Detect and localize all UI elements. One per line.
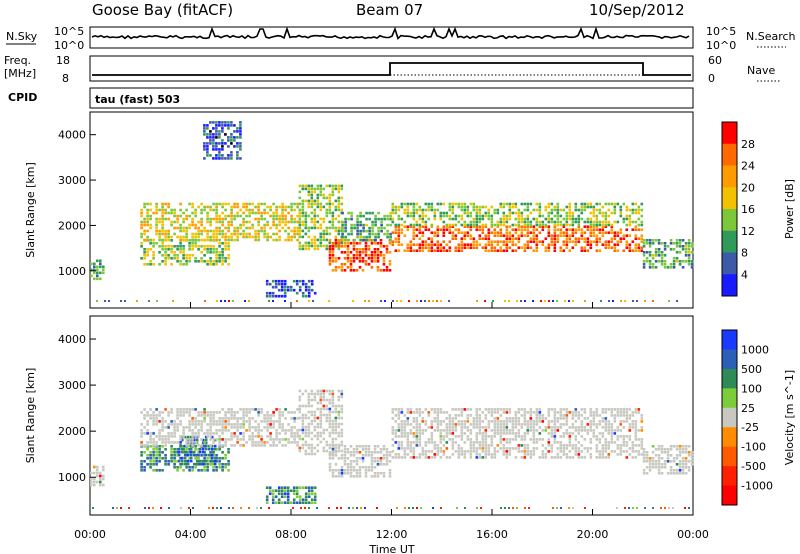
power-colorbar-label: Power [dB] — [783, 179, 796, 239]
velocity-colorbar-swatch — [722, 466, 737, 487]
power-echo-region — [140, 202, 299, 242]
power-colorbar-tick: 4 — [741, 268, 748, 281]
velocity-colorbar-swatch — [722, 388, 737, 409]
noise-tick-low-left: 10^0 — [54, 39, 84, 52]
freq-tick-low: 8 — [62, 72, 69, 85]
power-colorbar: 28 24 20 16 12 8 4 Power [dB] — [721, 121, 796, 297]
x-tick-label: 12:00 — [376, 528, 408, 541]
power-colorbar-swatch — [722, 187, 737, 210]
freq-panel — [89, 55, 694, 82]
x-axis-label: Time UT — [368, 543, 414, 554]
velocity-ytick-label: 3000 — [58, 379, 86, 392]
velocity-colorbar-tick: -25 — [741, 421, 759, 434]
power-colorbar-swatch — [722, 230, 737, 253]
power-colorbar-swatch — [722, 252, 737, 275]
nsky-label: N.Sky — [6, 30, 38, 43]
x-tick-label: 04:00 — [175, 528, 207, 541]
x-tick-label: 20:00 — [577, 528, 609, 541]
velocity-colorbar-label: Velocity [m s^-1] — [783, 370, 796, 465]
x-tick-label: 00:00 — [677, 528, 709, 541]
velocity-colorbar-swatch — [722, 427, 737, 448]
power-echo-region — [90, 259, 105, 281]
x-tick-label: 16:00 — [476, 528, 508, 541]
power-echo-region — [391, 225, 644, 252]
velocity-colorbar-tick: 25 — [741, 402, 755, 415]
x-tick-label: 00:00 — [74, 528, 106, 541]
power-colorbar-tick: 8 — [741, 247, 748, 260]
noise-tick-low-right: 10^0 — [706, 39, 736, 52]
velocity-colorbar-frame — [721, 329, 738, 506]
velocity-colorbar-swatch — [722, 407, 737, 428]
velocity-echo-region — [642, 445, 694, 475]
velocity-colorbar-tick: 500 — [741, 363, 762, 376]
nave-label: Nave — [747, 64, 775, 77]
power-colorbar-tick: 16 — [741, 203, 755, 216]
velocity-echo-region — [90, 465, 105, 487]
velocity-echo-region — [177, 435, 217, 466]
date-title: 10/Sep/2012 — [589, 1, 685, 19]
power-echo-region — [203, 121, 242, 160]
velocity-colorbar-swatch — [722, 330, 737, 350]
velocity-colorbar-tick: -500 — [741, 460, 766, 473]
cpid-value: tau (fast) 503 — [95, 93, 180, 106]
freq-unit: [MHz] — [4, 67, 36, 80]
power-ytick-label: 2000 — [58, 219, 86, 232]
power-colorbar-swatch — [722, 165, 737, 188]
power-echo-region — [391, 202, 644, 227]
freq-label: Freq. — [4, 54, 31, 67]
nave-tick-high: 60 — [708, 54, 722, 67]
cpid-panel — [89, 87, 694, 109]
power-ytick-label: 4000 — [58, 129, 86, 142]
velocity-echo-region — [140, 408, 299, 447]
power-colorbar-swatch — [722, 274, 737, 297]
cpid-label: CPID — [8, 91, 37, 104]
velocity-ytick-label: 1000 — [58, 471, 86, 484]
x-tick-label: 08:00 — [275, 528, 307, 541]
velocity-ylabel: Slant Range [km] — [24, 368, 37, 464]
velocity-colorbar-tick: 100 — [741, 382, 762, 395]
noise-tick-high-left: 10^5 — [54, 25, 84, 38]
velocity-colorbar-tick: -1000 — [741, 480, 773, 493]
nave-tick-low: 0 — [708, 72, 715, 85]
power-colorbar-frame — [721, 121, 738, 297]
noise-tick-high-right: 10^5 — [706, 25, 736, 38]
nsky-series — [91, 26, 690, 40]
freq-series — [92, 62, 691, 76]
beam-title: Beam 07 — [356, 1, 423, 19]
velocity-colorbar-swatch — [722, 349, 737, 370]
velocity-ytick-label: 4000 — [58, 333, 86, 346]
power-colorbar-swatch — [722, 143, 737, 166]
velocity-echo-region — [265, 486, 317, 504]
velocity-colorbar-tick: -100 — [741, 441, 766, 454]
power-ytick-label: 3000 — [58, 174, 86, 187]
velocity-colorbar-swatch — [722, 368, 737, 389]
nsearch-label: N.Search — [746, 30, 796, 43]
power-panel: 1000 2000 3000 4000 Slant Range [km] 28 24 20 16… — [24, 111, 796, 309]
velocity-colorbar-swatch — [722, 446, 737, 467]
power-ylabel: Slant Range [km] — [24, 162, 37, 258]
power-colorbar-tick: 20 — [741, 181, 755, 194]
power-echo-region — [341, 211, 392, 242]
velocity-colorbar-tick: 1000 — [741, 343, 769, 356]
velocity-echo-region — [391, 408, 644, 459]
power-colorbar-tick: 12 — [741, 225, 755, 238]
power-colorbar-tick: 24 — [741, 160, 755, 173]
power-echo-region — [642, 239, 694, 269]
station-title: Goose Bay (fitACF) — [92, 1, 233, 19]
power-echo-region — [265, 279, 317, 298]
velocity-colorbar-swatch — [722, 485, 737, 506]
velocity-echo-region — [328, 445, 392, 478]
velocity-echo-region — [298, 389, 344, 456]
power-ytick-label: 1000 — [58, 265, 86, 278]
power-colorbar-tick: 28 — [741, 138, 755, 151]
velocity-colorbar: 1000 500 100 25 -25 -100 -500 -1000 Velocity [m … — [721, 329, 796, 506]
freq-tick-high: 18 — [56, 54, 70, 67]
noise-panel — [89, 26, 694, 49]
power-colorbar-swatch — [722, 122, 737, 145]
power-colorbar-swatch — [722, 209, 737, 232]
velocity-ytick-label: 2000 — [58, 425, 86, 438]
